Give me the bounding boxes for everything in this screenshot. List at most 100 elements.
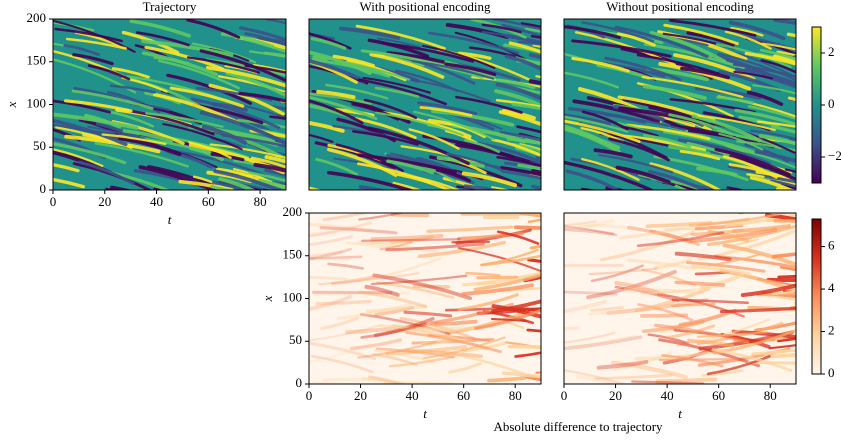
heatmap-streak bbox=[773, 19, 796, 25]
heatmap-streak bbox=[71, 89, 154, 110]
heatmap-streak bbox=[511, 102, 541, 111]
heatmap-streak bbox=[327, 147, 398, 177]
x-tick-label: 20 bbox=[354, 388, 367, 403]
x-tick-label: 20 bbox=[98, 194, 111, 209]
heatmap-streak bbox=[454, 31, 527, 61]
heatmap-streak bbox=[649, 229, 692, 244]
heatmap-streak bbox=[758, 134, 796, 146]
heatmap-streak bbox=[362, 76, 431, 94]
heatmap-streak bbox=[315, 157, 359, 176]
y-tick-label: 0 bbox=[40, 181, 47, 196]
heatmap-streak bbox=[504, 161, 541, 170]
heatmap-streak bbox=[578, 223, 626, 229]
heatmap-streak bbox=[668, 113, 734, 136]
heatmap-streak bbox=[481, 30, 541, 45]
heatmap-streak bbox=[405, 348, 484, 358]
heatmap-streak bbox=[620, 125, 659, 138]
heatmap-streak bbox=[311, 381, 374, 384]
heatmap-streak bbox=[565, 169, 619, 190]
heatmap-streak bbox=[314, 255, 351, 261]
heatmap-streak bbox=[388, 355, 456, 368]
heatmap-streak bbox=[199, 110, 286, 146]
heatmap-streak bbox=[417, 101, 478, 116]
heatmap-streak bbox=[212, 180, 253, 190]
heatmap-streak bbox=[257, 37, 286, 45]
heatmap-streak bbox=[355, 24, 446, 50]
heatmap-streak bbox=[594, 373, 673, 380]
heatmap-streak bbox=[490, 317, 528, 323]
heatmap-streak bbox=[456, 231, 525, 241]
heatmap-streak bbox=[728, 163, 787, 180]
x-tick-label: 40 bbox=[661, 388, 674, 403]
heatmap-streak bbox=[464, 139, 501, 154]
heatmap-streak bbox=[186, 56, 261, 74]
heatmap-streak bbox=[416, 156, 462, 176]
heatmap-streak bbox=[670, 180, 706, 190]
heatmap-streak bbox=[191, 42, 257, 64]
heatmap-streak bbox=[138, 165, 219, 190]
y-tick-label: 200 bbox=[27, 10, 47, 25]
heatmap-streak bbox=[519, 143, 541, 151]
heatmap-streak bbox=[691, 114, 762, 143]
heatmap-streak bbox=[221, 134, 286, 148]
colorbar-tick-label: 0 bbox=[828, 365, 835, 380]
heatmap-streak bbox=[777, 274, 796, 279]
heatmap-streak bbox=[531, 184, 541, 190]
heatmap-streak bbox=[500, 169, 541, 180]
heatmap-streak bbox=[376, 281, 455, 299]
heatmap-streak bbox=[316, 89, 356, 100]
heatmap-streak bbox=[517, 40, 541, 46]
heatmap-streak bbox=[643, 42, 745, 70]
heatmap-streak bbox=[72, 53, 114, 66]
heatmap-streak bbox=[699, 273, 744, 290]
heatmap-streak bbox=[760, 59, 796, 74]
heatmap-streak bbox=[649, 162, 723, 190]
heatmap-streak bbox=[636, 231, 724, 248]
heatmap-streak bbox=[776, 336, 796, 343]
heatmap-streak bbox=[503, 43, 541, 54]
heatmap-streak bbox=[581, 21, 655, 43]
heatmap-streak bbox=[663, 129, 758, 155]
heatmap-streak bbox=[309, 222, 374, 233]
heatmap-streak bbox=[372, 353, 418, 366]
heatmap-streak bbox=[734, 108, 796, 127]
heatmap-streak bbox=[264, 168, 286, 178]
heatmap-streak bbox=[201, 124, 247, 145]
heatmap-streak bbox=[412, 284, 451, 289]
heatmap-streak bbox=[687, 338, 735, 348]
heatmap-streak bbox=[643, 133, 692, 149]
heatmap-streak bbox=[524, 138, 541, 146]
heatmap-streak bbox=[369, 52, 445, 79]
heatmap-streak bbox=[535, 156, 541, 161]
heatmap-streak bbox=[427, 31, 520, 55]
heatmap-streak bbox=[386, 326, 475, 333]
heatmap-streak bbox=[669, 98, 757, 114]
heatmap-streak bbox=[360, 322, 427, 339]
heatmap-streak bbox=[611, 360, 688, 380]
heatmap-streak bbox=[769, 179, 796, 188]
heatmap-streak bbox=[309, 221, 372, 238]
heatmap-streak bbox=[581, 158, 640, 182]
heatmap-streak bbox=[724, 30, 772, 50]
heatmap-streak bbox=[564, 71, 620, 89]
heatmap-streak bbox=[575, 374, 624, 384]
heatmap-streak bbox=[309, 92, 372, 105]
heatmap-streak bbox=[87, 64, 131, 81]
heatmap-streak bbox=[208, 83, 285, 116]
heatmap-streak bbox=[122, 129, 174, 143]
heatmap-streak bbox=[571, 56, 630, 73]
heatmap-streak bbox=[463, 184, 504, 190]
heatmap-streak bbox=[614, 25, 709, 59]
heatmap-streak bbox=[78, 160, 135, 186]
heatmap-streak bbox=[491, 138, 541, 157]
heatmap-streak bbox=[218, 177, 257, 190]
heatmap-streak bbox=[726, 186, 746, 190]
heatmap-streak bbox=[144, 45, 224, 71]
heatmap-streak bbox=[776, 187, 796, 190]
heatmap-streak bbox=[311, 354, 374, 374]
x-tick-label: 80 bbox=[764, 388, 777, 403]
heatmap-streak bbox=[641, 75, 744, 99]
heatmap-streak bbox=[649, 30, 727, 64]
heatmap-streak bbox=[728, 154, 796, 182]
heatmap-streak bbox=[751, 348, 796, 356]
